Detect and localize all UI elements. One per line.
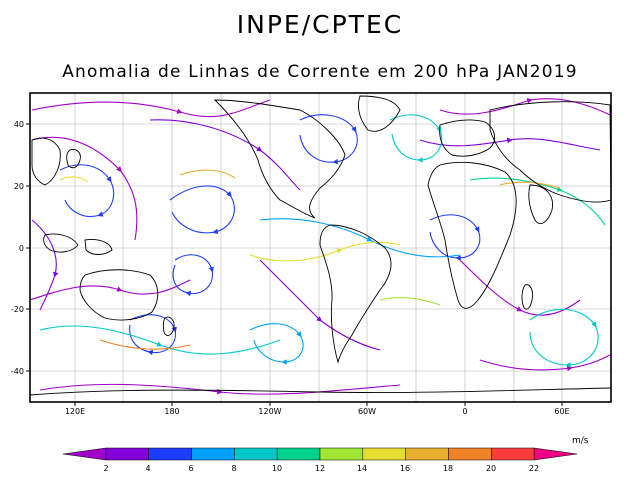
lon-tick-label: 60W [358, 407, 376, 416]
lat-tick-label: -20 [11, 305, 24, 314]
colorbar-segments [62, 447, 578, 461]
colorbar-segment [234, 447, 278, 461]
colorbar-unit: m/s [572, 436, 589, 446]
lat-axis: 40 20 0 -20 -40 [11, 120, 30, 376]
lon-tick-label: 180 [164, 407, 179, 416]
colorbar-label: 18 [443, 464, 453, 473]
colorbar-label: 12 [315, 464, 325, 473]
coastlines [30, 95, 611, 396]
colorbar-label: 22 [529, 464, 539, 473]
colorbar-segment [319, 447, 364, 461]
colorbar-segment [62, 447, 107, 461]
colorbar-label: 14 [357, 464, 367, 473]
lon-tick-label: 120E [65, 407, 85, 416]
map-title: INPE/CPTEC [236, 10, 404, 39]
colorbar-segment [405, 447, 449, 461]
lon-tick-label: 0 [462, 407, 467, 416]
lat-tick-label: 0 [19, 244, 24, 253]
colorbar-segment [191, 447, 235, 461]
colorbar-label: 10 [272, 464, 282, 473]
colorbar-segment [105, 447, 149, 461]
colorbar-segment [362, 447, 406, 461]
colorbar-segment [276, 447, 321, 461]
lat-tick-label: 20 [14, 182, 24, 191]
lat-tick-label: 40 [14, 120, 24, 129]
colorbar-segment [148, 447, 192, 461]
lon-tick-label: 120W [258, 407, 281, 416]
colorbar-label: 8 [231, 464, 236, 473]
colorbar: m/s 2 4 6 8 10 12 14 16 18 20 22 [62, 436, 589, 473]
colorbar-label: 4 [145, 464, 150, 473]
colorbar-label: 16 [400, 464, 410, 473]
gridlines [30, 93, 611, 402]
lat-tick-label: -40 [11, 367, 24, 376]
lon-tick-label: 60E [554, 407, 569, 416]
colorbar-label: 6 [188, 464, 193, 473]
colorbar-segment [491, 447, 535, 461]
colorbar-labels: 2 4 6 8 10 12 14 16 18 20 22 [103, 464, 539, 473]
lon-axis: 120E 180 120W 60W 0 60E [65, 402, 570, 416]
colorbar-segment [448, 447, 492, 461]
colorbar-segment [533, 447, 578, 461]
colorbar-label: 20 [486, 464, 496, 473]
map-subtitle: Anomalia de Linhas de Corrente em 200 hP… [62, 62, 578, 82]
colorbar-label: 2 [103, 464, 108, 473]
streamlines [30, 97, 611, 395]
